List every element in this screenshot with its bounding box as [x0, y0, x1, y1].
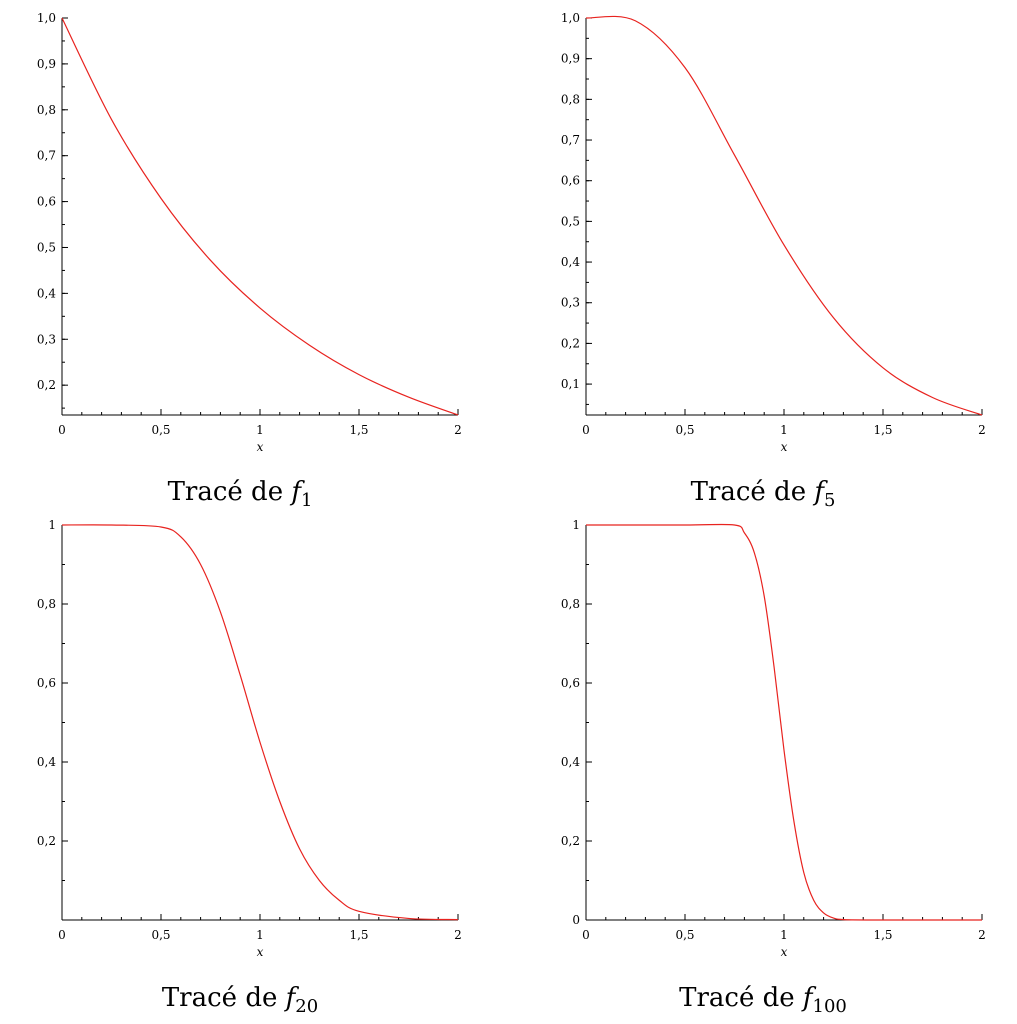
y-tick-label: 1 — [572, 518, 580, 532]
x-tick-label: 0,5 — [675, 928, 694, 942]
y-tick-label: 0,8 — [561, 597, 580, 611]
x-tick-label: 0,5 — [151, 423, 170, 437]
y-tick-label: 1,0 — [37, 11, 56, 25]
x-tick-label: 2 — [978, 423, 986, 437]
chart-caption: Tracé de f1 — [168, 477, 313, 511]
y-tick-label: 0,2 — [561, 834, 580, 848]
caption-prefix: Tracé de — [679, 983, 803, 1013]
x-tick-label: 0 — [582, 928, 590, 942]
y-tick-label: 0,6 — [37, 195, 56, 209]
x-tick-label: 0 — [58, 423, 66, 437]
y-tick-label: 0,2 — [561, 336, 580, 350]
x-axis-label: x — [781, 945, 788, 959]
chart-caption: Tracé de f5 — [691, 477, 836, 511]
series-line — [586, 523, 983, 921]
x-tick-label: 2 — [454, 928, 462, 942]
series-line — [61, 17, 459, 416]
y-tick-label: 0,3 — [37, 332, 56, 346]
x-tick-label: 0 — [58, 928, 66, 942]
y-tick-label: 0,4 — [561, 255, 580, 269]
y-tick-label: 0,6 — [561, 676, 580, 690]
caption-prefix: Tracé de — [168, 477, 292, 507]
caption-subscript: 5 — [824, 490, 835, 511]
x-tick-label: 1 — [256, 423, 264, 437]
y-tick-label: 0,4 — [37, 755, 56, 769]
y-tick-label: 0,4 — [37, 286, 56, 300]
y-tick-label: 0,8 — [37, 597, 56, 611]
x-tick-label: 1 — [780, 928, 788, 942]
series-line — [61, 524, 459, 921]
x-tick-label: 1 — [780, 423, 788, 437]
y-tick-label: 0,2 — [37, 834, 56, 848]
x-tick-label: 0 — [582, 423, 590, 437]
y-tick-label: 0,9 — [561, 52, 580, 66]
y-tick-label: 0,2 — [37, 378, 56, 392]
series-line — [585, 15, 983, 416]
x-tick-label: 1,5 — [873, 423, 892, 437]
caption-subscript: 20 — [295, 996, 318, 1017]
x-tick-label: 0,5 — [675, 423, 694, 437]
chart-panel-1: 0 0,5 1 1,5 2 x 0,2 0,3 0,4 0,5 0,6 0,7 0,8 0,9 1,0 Tra… — [37, 11, 462, 511]
y-tick-label: 0,6 — [37, 676, 56, 690]
y-tick-label: 0,1 — [561, 377, 580, 391]
x-tick-label: 1,5 — [349, 928, 368, 942]
y-tick-label: 0,8 — [561, 92, 580, 106]
y-tick-label: 0,9 — [37, 57, 56, 71]
y-tick-label: 1 — [48, 518, 56, 532]
x-tick-label: 1 — [256, 928, 264, 942]
caption-prefix: Tracé de — [691, 477, 815, 507]
y-tick-label: 0,3 — [561, 296, 580, 310]
chart-panel-3: 0 0,5 1 1,5 2 x 0,2 0,4 0,6 0,8 1 Tracé de f20 — [37, 518, 462, 1017]
chart-panel-4: 0 0,5 1 1,5 2 x 0 0,2 0,4 0,6 0,8 1 Tracé de f100 — [561, 518, 986, 1017]
x-tick-label: 0,5 — [151, 928, 170, 942]
y-tick-label: 0,4 — [561, 755, 580, 769]
x-axis-label: x — [257, 945, 264, 959]
y-tick-label: 0,8 — [37, 103, 56, 117]
x-axis-label: x — [257, 440, 264, 454]
y-tick-label: 0,5 — [37, 240, 56, 254]
y-tick-label: 0,7 — [561, 133, 580, 147]
y-tick-label: 1,0 — [561, 11, 580, 25]
y-tick-label: 0,5 — [561, 214, 580, 228]
caption-prefix: Tracé de — [162, 983, 286, 1013]
y-tick-label: 0 — [572, 913, 580, 927]
x-tick-label: 2 — [978, 928, 986, 942]
x-tick-label: 2 — [454, 423, 462, 437]
caption-subscript: 100 — [813, 996, 847, 1017]
caption-subscript: 1 — [301, 490, 312, 511]
x-tick-label: 1,5 — [873, 928, 892, 942]
x-axis-label: x — [781, 440, 788, 454]
chart-panel-2: 0 0,5 1 1,5 2 x 0,1 0,2 0,3 0,4 0,5 0,6 0,7 0,8 0,9 1,0… — [561, 11, 986, 511]
y-tick-label: 0,6 — [561, 174, 580, 188]
chart-caption: Tracé de f100 — [679, 983, 847, 1017]
chart-caption: Tracé de f20 — [162, 983, 318, 1017]
y-tick-label: 0,7 — [37, 149, 56, 163]
x-tick-label: 1,5 — [349, 423, 368, 437]
